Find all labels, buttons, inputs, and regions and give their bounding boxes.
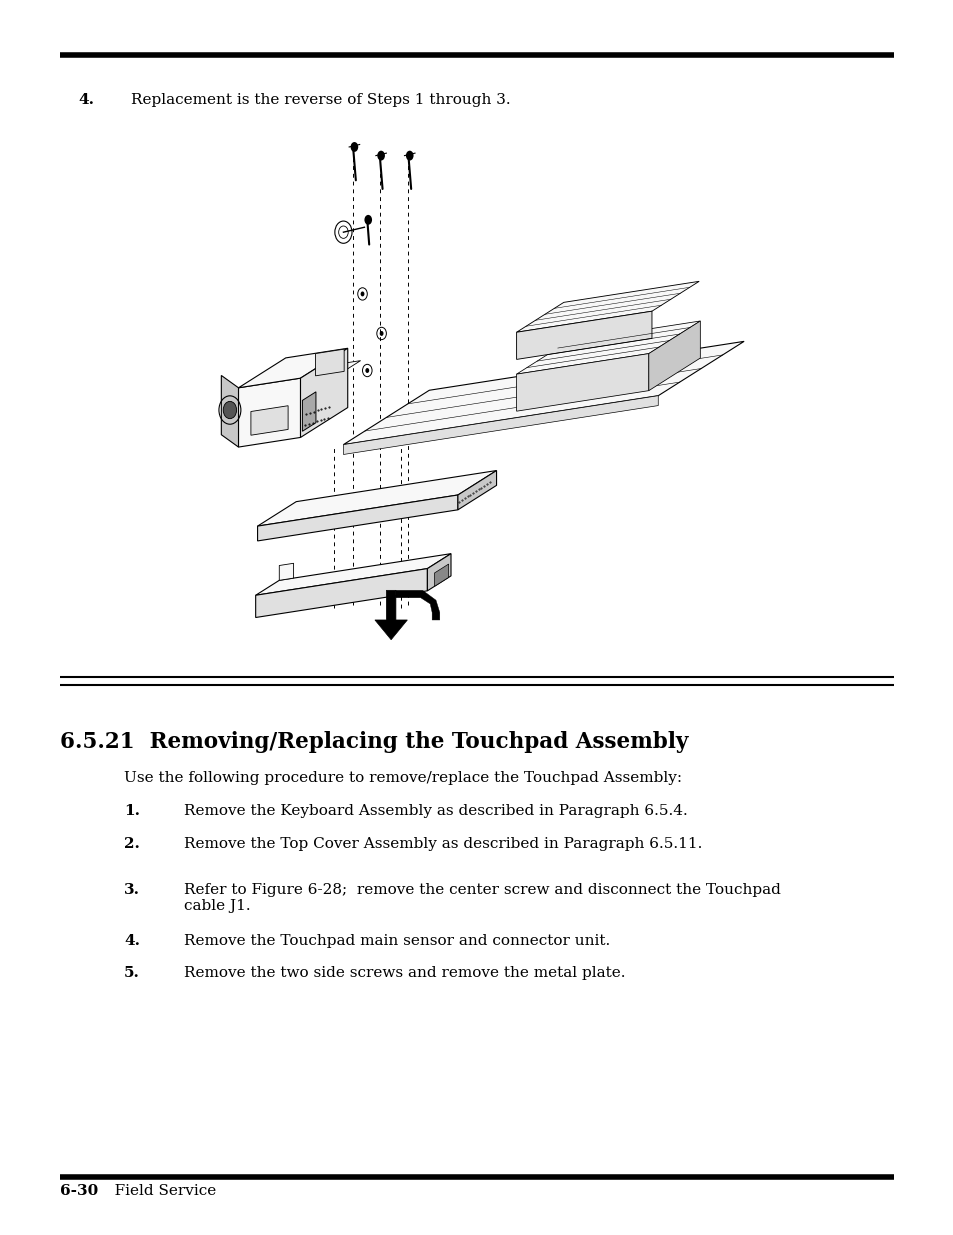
Polygon shape <box>427 553 451 590</box>
Polygon shape <box>395 590 439 620</box>
Polygon shape <box>343 395 658 454</box>
Circle shape <box>365 368 369 373</box>
Text: 6-30: 6-30 <box>60 1184 98 1198</box>
Polygon shape <box>315 350 344 375</box>
Circle shape <box>360 291 364 296</box>
Text: 6.5.21  Removing/Replacing the Touchpad Assembly: 6.5.21 Removing/Replacing the Touchpad A… <box>60 731 688 753</box>
Polygon shape <box>343 341 743 445</box>
Text: 2.: 2. <box>124 837 140 851</box>
Polygon shape <box>255 568 427 618</box>
Polygon shape <box>238 378 300 447</box>
Polygon shape <box>516 311 651 359</box>
Text: 3.: 3. <box>124 883 140 897</box>
Polygon shape <box>434 564 448 587</box>
Polygon shape <box>238 348 347 388</box>
Text: Refer to Figure 6-28;  remove the center screw and disconnect the Touchpad
cable: Refer to Figure 6-28; remove the center … <box>184 883 781 913</box>
Circle shape <box>379 331 383 336</box>
Text: Remove the Keyboard Assembly as described in Paragraph 6.5.4.: Remove the Keyboard Assembly as describe… <box>184 804 687 818</box>
Text: Field Service: Field Service <box>100 1184 216 1198</box>
Polygon shape <box>302 391 315 431</box>
Circle shape <box>364 215 372 225</box>
Circle shape <box>377 151 384 161</box>
Text: Use the following procedure to remove/replace the Touchpad Assembly:: Use the following procedure to remove/re… <box>124 771 681 784</box>
Text: Replacement is the reverse of Steps 1 through 3.: Replacement is the reverse of Steps 1 th… <box>131 93 510 106</box>
Circle shape <box>406 151 413 161</box>
Polygon shape <box>279 563 294 580</box>
Text: 4.: 4. <box>124 934 140 947</box>
Text: Remove the two side screws and remove the metal plate.: Remove the two side screws and remove th… <box>184 966 625 979</box>
Polygon shape <box>457 471 496 510</box>
Text: Remove the Top Cover Assembly as described in Paragraph 6.5.11.: Remove the Top Cover Assembly as describ… <box>184 837 701 851</box>
Polygon shape <box>516 321 700 374</box>
Polygon shape <box>300 372 343 400</box>
Circle shape <box>351 142 357 152</box>
Text: 1.: 1. <box>124 804 140 818</box>
Polygon shape <box>257 495 457 541</box>
Polygon shape <box>251 406 288 435</box>
Polygon shape <box>375 590 407 640</box>
Polygon shape <box>300 348 347 437</box>
Polygon shape <box>255 553 451 595</box>
Circle shape <box>223 401 236 419</box>
Polygon shape <box>516 353 648 411</box>
Text: Remove the Touchpad main sensor and connector unit.: Remove the Touchpad main sensor and conn… <box>184 934 610 947</box>
Polygon shape <box>257 471 496 526</box>
Polygon shape <box>221 375 238 447</box>
Polygon shape <box>516 282 699 332</box>
Text: 4.: 4. <box>78 93 94 106</box>
Polygon shape <box>648 321 700 390</box>
Polygon shape <box>300 361 360 378</box>
Text: 5.: 5. <box>124 966 140 979</box>
